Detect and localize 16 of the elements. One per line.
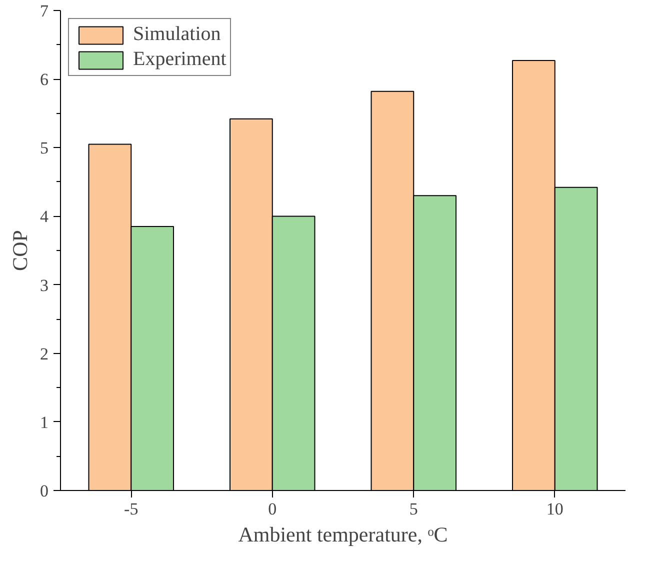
legend-label: Simulation: [133, 23, 221, 46]
x-tick-label: 10: [546, 500, 564, 518]
y-tick-label: 7: [40, 2, 49, 20]
y-tick-label: 3: [40, 276, 48, 295]
y-tick-label: 4: [40, 207, 49, 226]
y-tick-label: 6: [40, 70, 48, 90]
y-tick-label: 1: [40, 412, 48, 432]
x-axis-title: Ambient temperature, ᵒC: [238, 522, 448, 546]
legend-label: Experiment: [133, 48, 226, 71]
y-tick-label: 0: [40, 482, 48, 500]
y-tick-label: 2: [40, 344, 48, 364]
y-axis-title: COP: [8, 230, 32, 271]
x-tick-label: 5: [409, 500, 418, 518]
x-tick-label: -5: [124, 500, 138, 518]
y-tick-label: 5: [40, 138, 48, 158]
x-tick-label: 0: [268, 500, 277, 518]
